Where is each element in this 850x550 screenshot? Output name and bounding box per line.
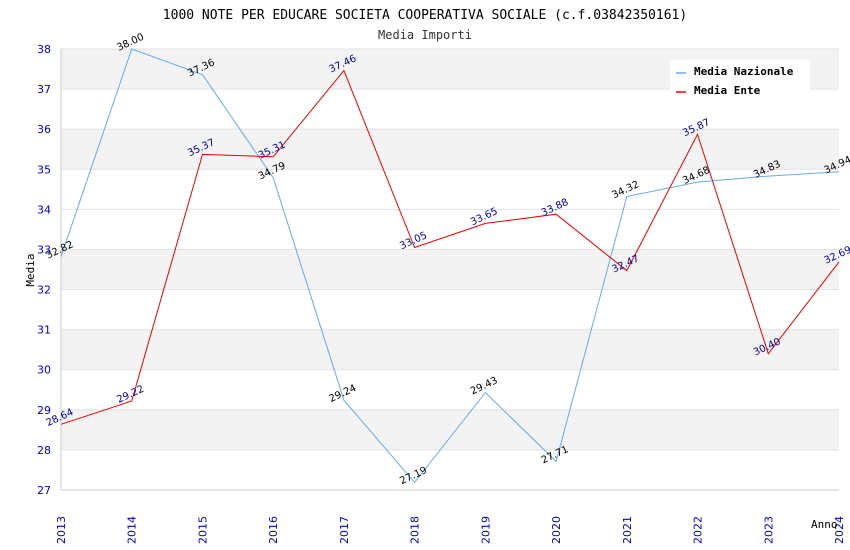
grid-band [61, 369, 839, 410]
series-layer [60, 48, 840, 484]
y-tick-label: 37 [37, 83, 51, 96]
grid-band [61, 249, 839, 290]
x-tick-label: 2018 [409, 516, 422, 544]
y-axis-label: Media [24, 253, 37, 286]
legend-label-media-nazionale: Media Nazionale [694, 65, 794, 78]
x-tick-label: 2022 [692, 516, 705, 544]
grid-band [61, 449, 839, 490]
x-axis-ticks: 2013 2014 2015 2016 2017 2018 2019 2020 2021 2022… [55, 516, 846, 544]
grid-band [61, 129, 839, 170]
grid-band [61, 409, 839, 450]
axes [60, 49, 839, 491]
y-axis-ticks: 27 28 29 30 31 32 33 34 35 36 37 38 [37, 43, 51, 497]
y-tick-label: 27 [37, 484, 51, 497]
x-tick-label: 2013 [55, 516, 68, 544]
grid-band [61, 289, 839, 330]
y-tick-label: 34 [37, 203, 51, 216]
x-tick-label: 2023 [762, 516, 775, 544]
legend-label-media-ente: Media Ente [694, 84, 761, 97]
grid-band [61, 169, 839, 210]
x-tick-label: 2019 [479, 516, 492, 544]
grid-bands [61, 48, 839, 491]
x-tick-label: 2015 [196, 516, 209, 544]
y-tick-label: 35 [37, 163, 51, 176]
grid-band [61, 329, 839, 370]
legend-box [670, 60, 810, 102]
x-axis-label: Anno [811, 518, 838, 531]
y-tick-label: 36 [37, 123, 51, 136]
legend: Media Nazionale Media Ente [670, 60, 810, 102]
y-tick-label: 31 [37, 324, 51, 337]
chart-subtitle: Media Importi [378, 28, 472, 42]
y-tick-label: 30 [37, 364, 51, 377]
y-tick-label: 33 [37, 243, 51, 256]
grid-band [61, 209, 839, 250]
y-tick-label: 29 [37, 404, 51, 417]
x-tick-label: 2014 [126, 516, 139, 544]
series-line-media-ente [60, 69, 840, 425]
x-tick-label: 2017 [338, 516, 351, 544]
y-tick-label: 32 [37, 284, 51, 297]
y-tick-label: 38 [37, 43, 51, 56]
y-tick-label: 28 [37, 444, 51, 457]
series-line-media-nazionale [60, 48, 840, 484]
x-tick-label: 2021 [621, 516, 634, 544]
chart-title: 1000 NOTE PER EDUCARE SOCIETA COOPERATIV… [163, 8, 687, 23]
x-tick-label: 2024 [833, 516, 846, 544]
x-tick-label: 2016 [267, 516, 280, 544]
x-tick-label: 2020 [550, 516, 563, 544]
